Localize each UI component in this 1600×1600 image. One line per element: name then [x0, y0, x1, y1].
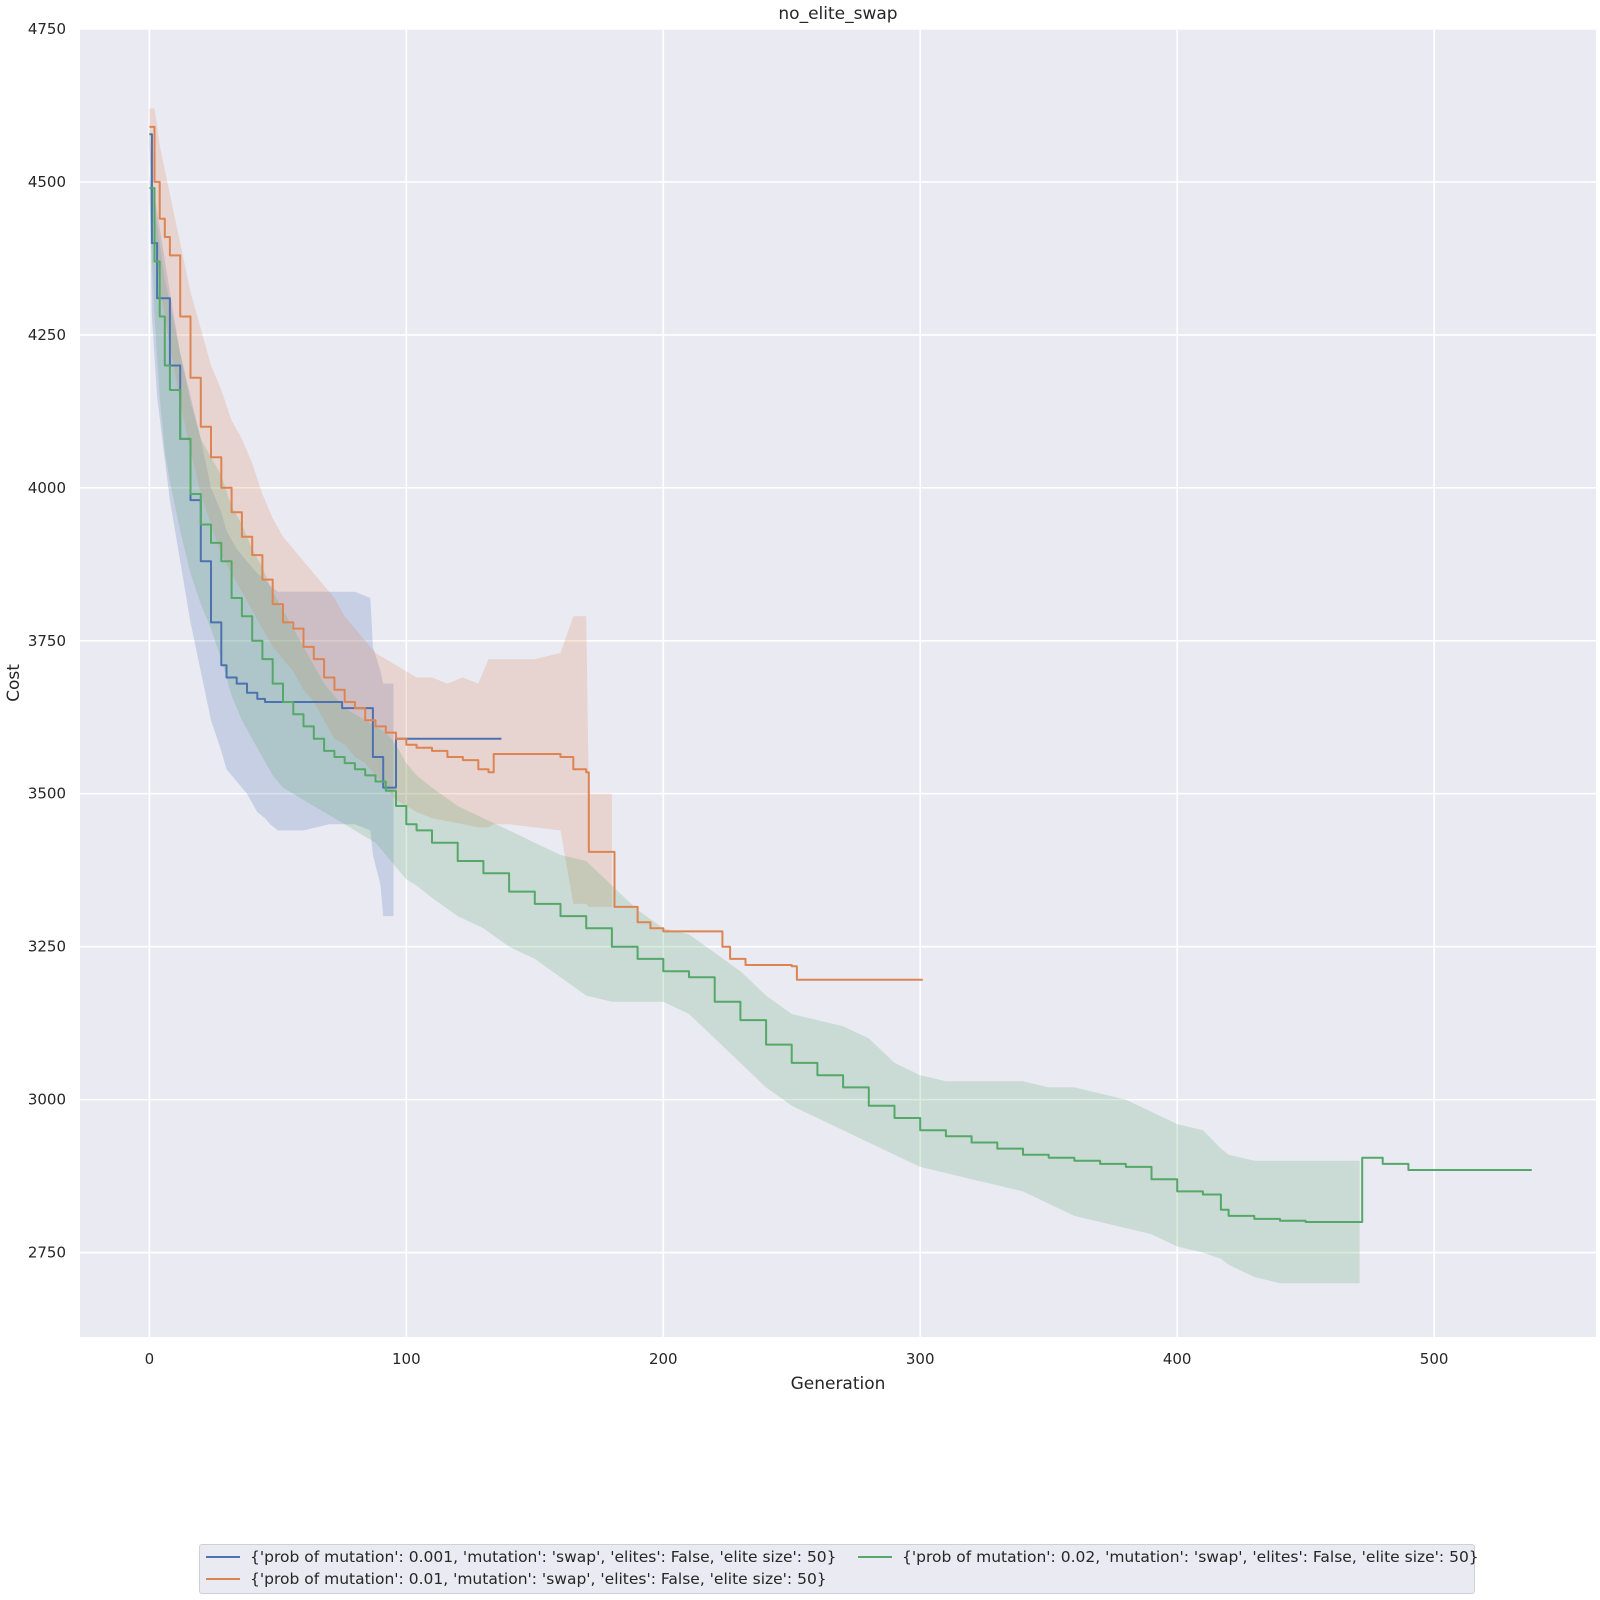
series-line-2 — [149, 125, 923, 981]
x-tick-label: 0 — [145, 1350, 155, 1368]
x-axis-label: Generation — [791, 1374, 886, 1394]
legend-item-series-3: {'prob of mutation': 0.02, 'mutation': '… — [858, 1548, 1479, 1566]
y-tick-label: 2750 — [28, 1244, 66, 1262]
series-lines — [149, 125, 1532, 1223]
x-tick-labels: 0 100 200 300 400 500 — [145, 1350, 1449, 1368]
grid — [80, 28, 1596, 1337]
confidence-band-3 — [149, 175, 1360, 1284]
confidence-band-1 — [149, 126, 394, 917]
x-tick-label: 500 — [1420, 1350, 1449, 1368]
y-tick-label: 4250 — [28, 326, 66, 344]
y-tick-label: 3250 — [28, 938, 66, 956]
y-tick-label: 3000 — [28, 1091, 66, 1109]
plot-area — [80, 29, 1596, 1337]
legend: {'prob of mutation': 0.001, 'mutation': … — [199, 1544, 1479, 1594]
x-tick-label: 200 — [649, 1350, 678, 1368]
legend-item-series-1: {'prob of mutation': 0.001, 'mutation': … — [206, 1548, 837, 1566]
legend-swatch-orange — [206, 1578, 240, 1580]
series-line-3 — [149, 187, 1532, 1223]
x-tick-label: 300 — [906, 1350, 935, 1368]
y-tick-label: 3500 — [28, 785, 66, 803]
y-tick-label: 4500 — [28, 173, 66, 191]
y-tick-label: 3750 — [28, 632, 66, 650]
y-tick-label: 4000 — [28, 479, 66, 497]
legend-label: {'prob of mutation': 0.001, 'mutation': … — [250, 1548, 837, 1566]
legend-label: {'prob of mutation': 0.01, 'mutation': '… — [250, 1570, 827, 1588]
legend-item-series-2: {'prob of mutation': 0.01, 'mutation': '… — [206, 1570, 827, 1588]
confidence-bands — [149, 108, 1360, 1284]
chart-title: no_elite_swap — [778, 4, 897, 24]
legend-swatch-green — [858, 1556, 892, 1558]
x-tick-label: 400 — [1163, 1350, 1192, 1368]
legend-label: {'prob of mutation': 0.02, 'mutation': '… — [902, 1548, 1479, 1566]
y-tick-labels: 2750 3000 3250 3500 3750 4000 4250 4500 4750 — [28, 20, 66, 1262]
legend-swatch-blue — [206, 1556, 240, 1558]
confidence-band-2 — [149, 108, 612, 907]
y-tick-label: 4750 — [28, 20, 66, 38]
y-axis-label: Cost — [4, 664, 24, 702]
x-tick-label: 100 — [392, 1350, 421, 1368]
